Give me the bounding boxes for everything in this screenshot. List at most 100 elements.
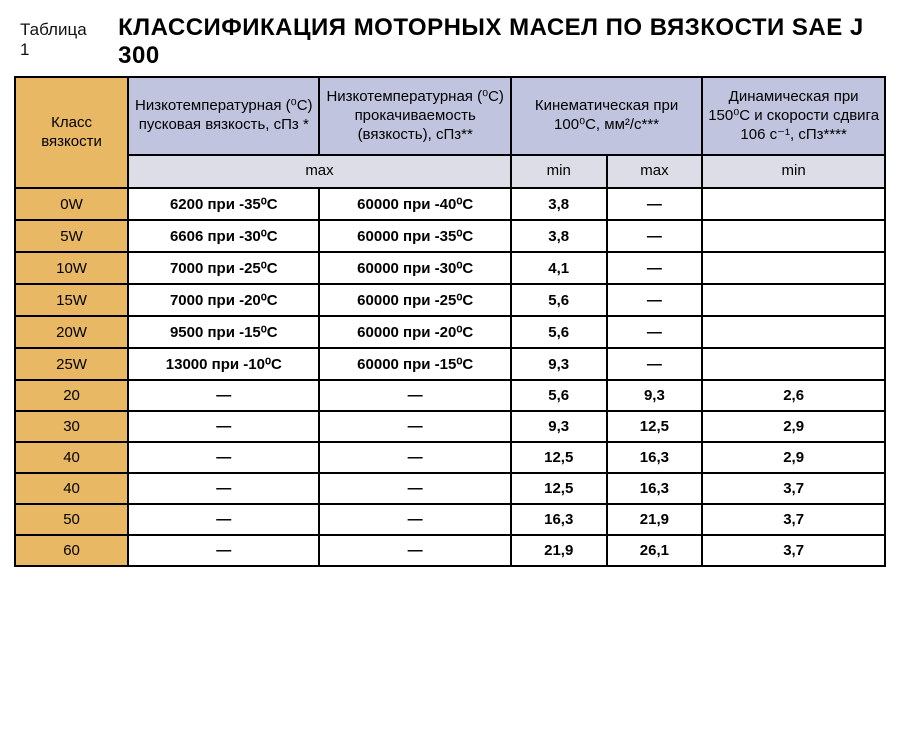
col-header-class: Класс вязкости [15,77,128,188]
cell-kin-min: 3,8 [511,220,607,252]
cell-class: 10W [15,252,128,284]
cell-pump: 60000 при -30⁰С [319,252,510,284]
cell-starting: — [128,442,319,473]
cell-class: 20 [15,380,128,411]
cell-class: 50 [15,504,128,535]
cell-kin-min: 12,5 [511,473,607,504]
table-row: 5W6606 при -30⁰С60000 при -35⁰С3,8— [15,220,885,252]
table-header-row: Класс вязкости Низкотемпературная (⁰С) п… [15,77,885,155]
table-row: 40——12,516,32,9 [15,442,885,473]
cell-starting: — [128,380,319,411]
cell-kin-max: 16,3 [607,473,703,504]
cell-kin-max: — [607,316,703,348]
col-header-kinematic: Кинематическая при 100⁰С, мм²/с*** [511,77,702,155]
cell-kin-max: — [607,284,703,316]
cell-class: 20W [15,316,128,348]
cell-dyn [702,220,885,252]
cell-kin-min: 9,3 [511,411,607,442]
cell-kin-min: 5,6 [511,284,607,316]
cell-starting: 7000 при -20⁰С [128,284,319,316]
cell-pump: — [319,442,510,473]
cell-dyn [702,252,885,284]
cell-dyn [702,348,885,380]
cell-starting: — [128,411,319,442]
cell-class: 15W [15,284,128,316]
sae-viscosity-table: Класс вязкости Низкотемпературная (⁰С) п… [14,76,886,567]
table-row: 30——9,312,52,9 [15,411,885,442]
table-row: 20——5,69,32,6 [15,380,885,411]
cell-kin-max: 12,5 [607,411,703,442]
cell-pump: — [319,411,510,442]
cell-pump: 60000 при -20⁰С [319,316,510,348]
cell-dyn [702,284,885,316]
subheader-min2: min [702,155,885,188]
cell-pump: 60000 при -40⁰С [319,188,510,220]
cell-kin-max: 26,1 [607,535,703,566]
table-row: 0W6200 при -35⁰С60000 при -40⁰С3,8— [15,188,885,220]
table-row: 10W7000 при -25⁰С60000 при -30⁰С4,1— [15,252,885,284]
title-row: Таблица 1 КЛАССИФИКАЦИЯ МОТОРНЫХ МАСЕЛ П… [20,14,886,70]
cell-kin-max: 16,3 [607,442,703,473]
cell-pump: — [319,473,510,504]
table-caption: Таблица 1 [20,20,98,60]
table-row: 40——12,516,33,7 [15,473,885,504]
cell-kin-min: 5,6 [511,380,607,411]
cell-kin-max: — [607,188,703,220]
cell-kin-min: 12,5 [511,442,607,473]
cell-kin-max: 9,3 [607,380,703,411]
cell-dyn [702,316,885,348]
col-header-dynamic: Динамическая при 150⁰С и скорости сдвига… [702,77,885,155]
cell-dyn: 2,9 [702,442,885,473]
table-row: 25W13000 при -10⁰С60000 при -15⁰С9,3— [15,348,885,380]
cell-kin-min: 16,3 [511,504,607,535]
cell-kin-max: — [607,252,703,284]
cell-class: 5W [15,220,128,252]
cell-class: 0W [15,188,128,220]
subheader-max: max [607,155,703,188]
cell-pump: 60000 при -15⁰С [319,348,510,380]
cell-dyn: 3,7 [702,504,885,535]
cell-dyn [702,188,885,220]
cell-kin-max: 21,9 [607,504,703,535]
table-title: КЛАССИФИКАЦИЯ МОТОРНЫХ МАСЕЛ ПО ВЯЗКОСТИ… [118,14,886,70]
cell-kin-max: — [607,220,703,252]
table-subheader-row: max min max min [15,155,885,188]
cell-pump: 60000 при -25⁰С [319,284,510,316]
cell-starting: — [128,535,319,566]
table-row: 50——16,321,93,7 [15,504,885,535]
cell-dyn: 2,6 [702,380,885,411]
subheader-min: min [511,155,607,188]
cell-class: 60 [15,535,128,566]
cell-pump: 60000 при -35⁰С [319,220,510,252]
cell-starting: 13000 при -10⁰С [128,348,319,380]
cell-starting: 6200 при -35⁰С [128,188,319,220]
cell-class: 40 [15,442,128,473]
cell-dyn: 2,9 [702,411,885,442]
cell-dyn: 3,7 [702,473,885,504]
cell-dyn: 3,7 [702,535,885,566]
table-row: 20W9500 при -15⁰С60000 при -20⁰С5,6— [15,316,885,348]
cell-kin-min: 5,6 [511,316,607,348]
cell-starting: 7000 при -25⁰С [128,252,319,284]
cell-class: 25W [15,348,128,380]
cell-pump: — [319,504,510,535]
table-row: 15W7000 при -20⁰С60000 при -25⁰С5,6— [15,284,885,316]
cell-class: 30 [15,411,128,442]
table-body: 0W6200 при -35⁰С60000 при -40⁰С3,8—5W660… [15,188,885,566]
cell-kin-max: — [607,348,703,380]
cell-kin-min: 9,3 [511,348,607,380]
cell-pump: — [319,380,510,411]
table-row: 60——21,926,13,7 [15,535,885,566]
cell-starting: — [128,473,319,504]
cell-kin-min: 3,8 [511,188,607,220]
cell-kin-min: 4,1 [511,252,607,284]
cell-kin-min: 21,9 [511,535,607,566]
col-header-starting: Низкотемпературная (⁰С) пусковая вязкост… [128,77,319,155]
cell-starting: 9500 при -15⁰С [128,316,319,348]
cell-starting: 6606 при -30⁰С [128,220,319,252]
cell-pump: — [319,535,510,566]
cell-starting: — [128,504,319,535]
col-header-pump: Низкотемпературная (⁰С) прокачиваемость … [319,77,510,155]
subheader-max-wide: max [128,155,511,188]
cell-class: 40 [15,473,128,504]
